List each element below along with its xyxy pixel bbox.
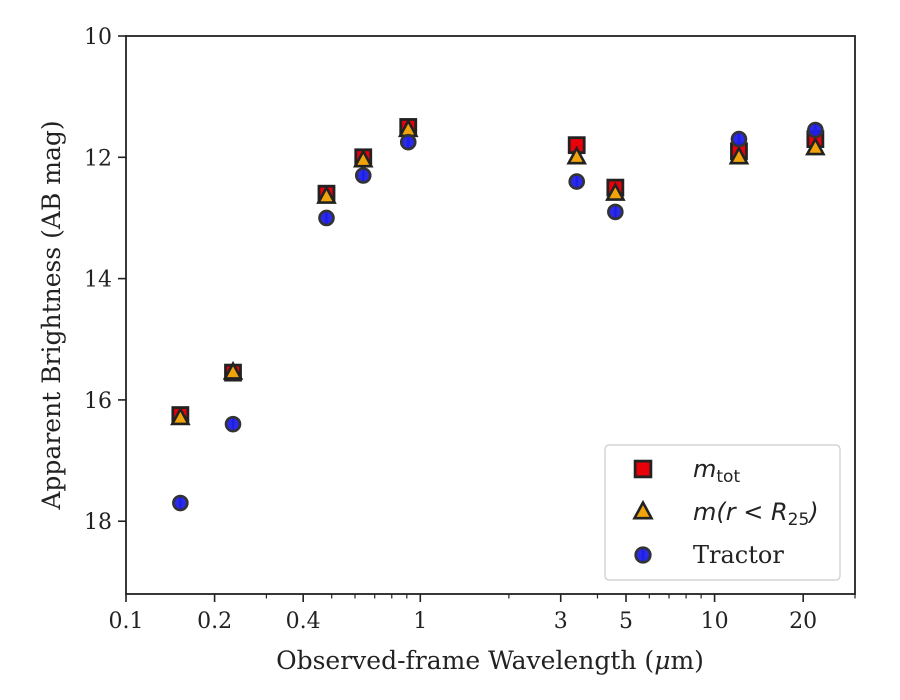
data-point-circle [607,203,624,221]
data-point-triangle [170,406,191,426]
y-tick-label: 16 [84,389,112,414]
data-point-triangle [222,360,244,380]
y-tick-label: 18 [84,510,112,535]
data-point-circle [224,415,242,433]
legend-marker-circle [634,546,652,564]
y-axis: 10 12 14 16 18 [84,25,126,535]
plot-frame [125,35,856,595]
data-point-circle [354,167,372,184]
series-square [171,118,825,424]
legend-marker-triangle [632,499,654,520]
series-triangle [170,118,826,426]
y-tick-label: 10 [84,25,112,50]
data-point-triangle [605,181,626,201]
x-tick-label: 0.2 [197,609,232,634]
data-point-triangle [805,136,826,156]
x-tick-label: 10 [701,609,729,634]
data-points [170,118,826,512]
legend: mtot m(r < R25) Tractor [604,444,841,581]
legend-marker-square [633,459,653,479]
y-axis-title: Apparent Brightness (AB mag) [37,120,66,510]
y-tick-label: 12 [84,146,112,171]
data-point-circle [399,133,417,151]
legend-label: Tractor [693,541,784,569]
data-point-circle [318,209,335,227]
x-tick-label: 5 [619,609,633,634]
data-point-triangle [316,185,337,204]
data-point-circle [172,494,189,512]
data-point-triangle [566,145,587,165]
data-point-circle [568,173,586,190]
y-tick-label: 14 [84,268,112,293]
x-tick-label: 1 [413,609,427,634]
legend-box [604,444,841,581]
legend-label: m(r < R25) [693,498,819,530]
x-tick-label: 20 [789,609,817,634]
data-point-triangle [728,145,750,165]
data-point-triangle [352,148,374,168]
x-tick-label: 0.4 [286,609,321,634]
x-axis-title: Observed-frame Wavelength (μm) [276,646,704,675]
data-point-circle [807,121,824,139]
data-point-circle [730,130,748,148]
legend-label: mtot [693,455,740,487]
x-tick-label: 3 [554,609,568,634]
series-circle [172,121,824,512]
x-axis: 0.1 0.2 0.4 1 3 5 10 20 [109,594,856,634]
x-tick-label: 0.1 [109,609,144,634]
